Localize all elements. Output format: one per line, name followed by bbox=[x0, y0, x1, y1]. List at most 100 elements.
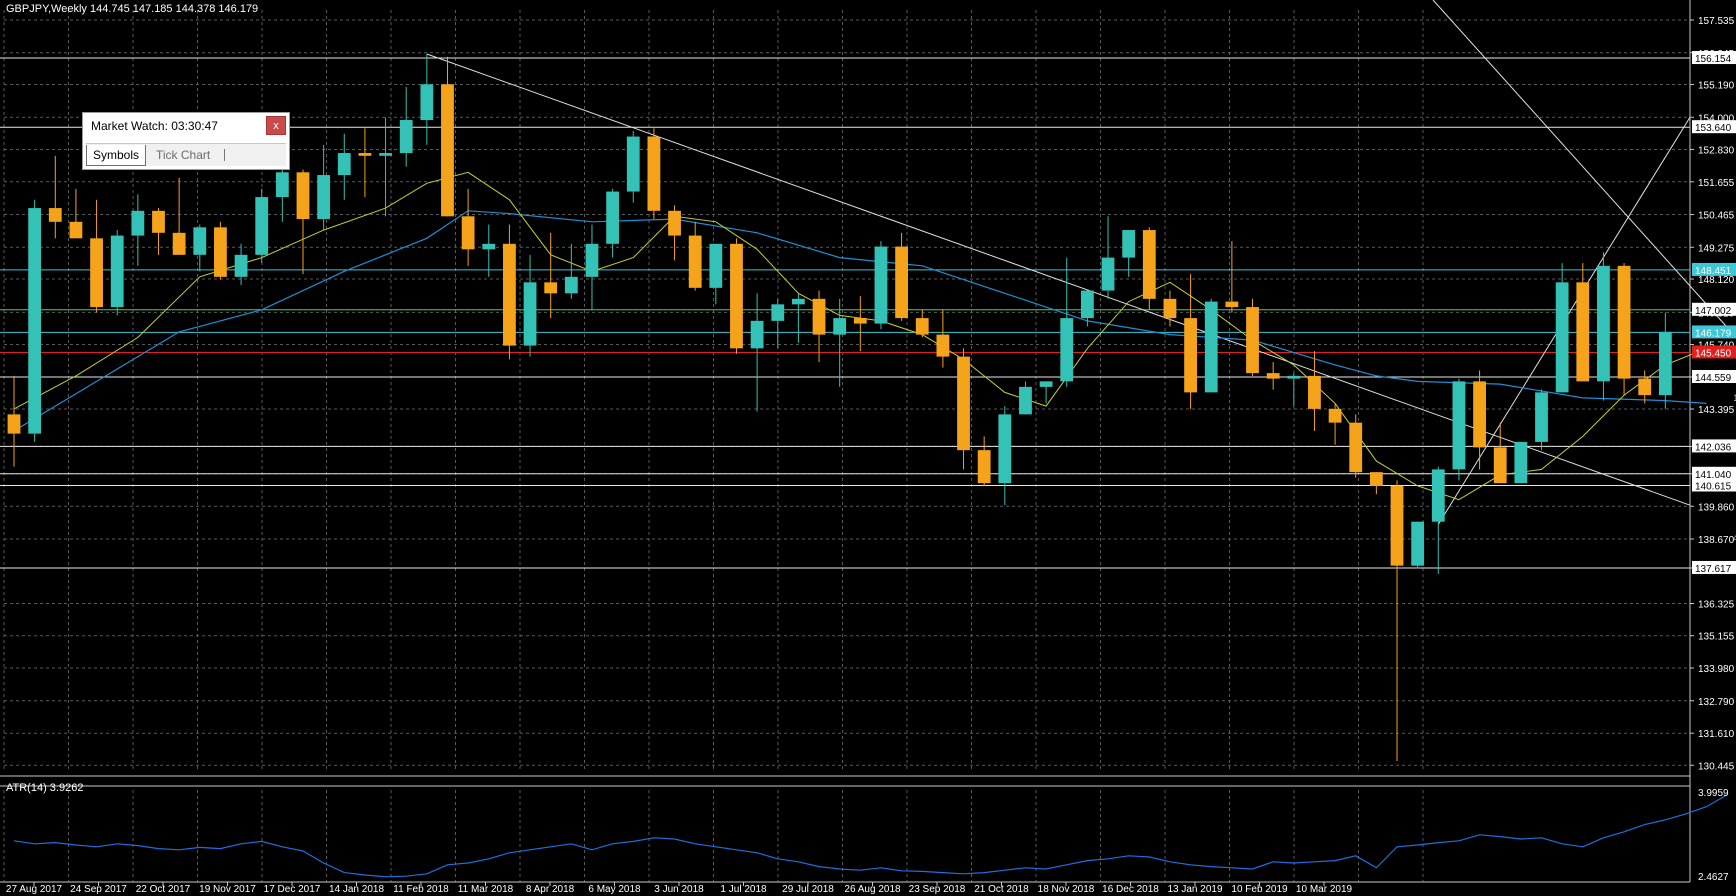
bull-candle bbox=[255, 197, 269, 255]
bull-candle bbox=[193, 227, 207, 255]
price-tick-label: 157.535 bbox=[1698, 16, 1735, 27]
bull-candle bbox=[131, 210, 145, 236]
bull-candle bbox=[564, 276, 578, 294]
time-label: 22 Oct 2017 bbox=[136, 884, 191, 895]
price-tick-label: 132.790 bbox=[1698, 697, 1735, 708]
bear-candle bbox=[647, 136, 661, 211]
bear-candle bbox=[214, 227, 227, 277]
fib-label: 161.8 bbox=[1733, 393, 1736, 403]
bull-candle bbox=[234, 254, 248, 277]
market-watch-window[interactable]: Market Watch: 03:30:47 x Symbols Tick Ch… bbox=[82, 112, 290, 170]
symbol-info: GBPJPY,Weekly 144.745 147.185 144.378 14… bbox=[6, 3, 259, 15]
bear-candle bbox=[688, 235, 702, 288]
market-watch-tabs: Symbols Tick Chart bbox=[86, 143, 286, 166]
time-label: 16 Dec 2018 bbox=[1102, 884, 1159, 895]
price-tag: 142.036 bbox=[1695, 442, 1732, 453]
tab-separator bbox=[224, 149, 225, 161]
price-tick-label: 130.445 bbox=[1698, 761, 1735, 772]
bull-candle bbox=[709, 243, 723, 288]
bear-candle bbox=[90, 238, 103, 308]
price-tag: 148.451 bbox=[1695, 266, 1732, 277]
atr-indicator: 3.9959 2.4627 bbox=[13, 788, 1729, 883]
price-tick-label: 135.155 bbox=[1698, 632, 1735, 643]
price-tag-bg bbox=[1692, 345, 1736, 359]
bull-candle bbox=[1555, 282, 1569, 393]
bear-candle bbox=[461, 216, 475, 250]
bull-candle bbox=[1080, 290, 1094, 319]
time-label: 27 Aug 2017 bbox=[6, 884, 63, 895]
bull-candle bbox=[1287, 375, 1301, 379]
bull-candle bbox=[482, 243, 496, 250]
price-tick-label: 151.655 bbox=[1698, 178, 1735, 189]
bear-candle bbox=[730, 243, 743, 349]
price-tick-label: 131.610 bbox=[1698, 729, 1735, 740]
bear-candle bbox=[1390, 485, 1404, 566]
price-tick-label: 149.275 bbox=[1698, 243, 1735, 254]
atr-scale-bottom: 2.4627 bbox=[1698, 872, 1729, 883]
price-tag: 144.559 bbox=[1695, 373, 1732, 384]
bull-candle bbox=[1411, 521, 1425, 566]
price-tick-label: 152.830 bbox=[1698, 145, 1735, 156]
price-tag-bg bbox=[1692, 51, 1736, 65]
bull-candle bbox=[585, 243, 599, 277]
bear-candle bbox=[7, 414, 21, 434]
price-tag: 141.040 bbox=[1695, 470, 1732, 481]
time-label: 29 Jul 2018 bbox=[782, 884, 834, 895]
price-tag-bg bbox=[1692, 120, 1736, 134]
price-tick-label: 139.860 bbox=[1698, 502, 1735, 513]
time-label: 1 Jul 2018 bbox=[720, 884, 767, 895]
time-label: 10 Feb 2019 bbox=[1231, 884, 1288, 895]
bull-candle bbox=[791, 298, 805, 305]
atr-line bbox=[13, 794, 1728, 878]
bull-candle bbox=[1019, 386, 1032, 415]
price-tick-label: 133.980 bbox=[1698, 664, 1735, 675]
time-label: 21 Oct 2018 bbox=[974, 884, 1029, 895]
time-label: 17 Dec 2017 bbox=[264, 884, 321, 895]
close-button[interactable]: x bbox=[266, 116, 286, 135]
bear-candle bbox=[296, 172, 310, 220]
bear-candle bbox=[895, 246, 909, 319]
atr-label: ATR(14) 3.9262 bbox=[6, 782, 84, 794]
bull-candle bbox=[420, 84, 434, 121]
bull-candle bbox=[1514, 441, 1528, 484]
bear-candle bbox=[48, 208, 62, 222]
time-label: 8 Apr 2018 bbox=[526, 884, 575, 895]
time-axis: 27 Aug 2017 24 Sep 2017 22 Oct 2017 19 Nov … bbox=[6, 882, 1353, 895]
bull-candle bbox=[317, 175, 331, 220]
price-axis: 157.535156.345155.190154.000152.830151.6… bbox=[1690, 16, 1736, 772]
price-tag: 147.002 bbox=[1695, 306, 1732, 317]
time-label: 13 Jan 2019 bbox=[1167, 884, 1222, 895]
price-tick-label: 138.670 bbox=[1698, 535, 1735, 546]
bull-candle bbox=[771, 304, 785, 321]
bull-candle bbox=[1204, 301, 1218, 393]
bear-candle bbox=[1638, 378, 1652, 396]
time-label: 11 Feb 2018 bbox=[393, 884, 449, 895]
price-tag: 140.615 bbox=[1695, 481, 1732, 492]
bear-candle bbox=[1328, 408, 1342, 423]
bear-candle bbox=[812, 298, 826, 335]
price-tag: 146.179 bbox=[1695, 328, 1732, 339]
bull-candle bbox=[998, 414, 1012, 484]
bear-candle bbox=[1576, 282, 1590, 382]
trend-lines bbox=[426, 0, 1732, 525]
bear-candle bbox=[1349, 422, 1363, 473]
market-watch-title: Market Watch: 03:30:47 bbox=[91, 119, 218, 133]
price-tag-bg bbox=[1692, 466, 1736, 480]
tab-symbols[interactable]: Symbols bbox=[86, 145, 147, 166]
time-label: 18 Nov 2018 bbox=[1038, 884, 1095, 895]
tab-tick-chart[interactable]: Tick Chart bbox=[156, 148, 211, 162]
time-label: 24 Sep 2017 bbox=[70, 884, 127, 895]
time-label: 26 Aug 2018 bbox=[844, 884, 901, 895]
bull-candle bbox=[28, 208, 42, 434]
price-tag-bg bbox=[1692, 369, 1736, 383]
bear-candle bbox=[1225, 301, 1239, 308]
bear-candle bbox=[957, 356, 970, 451]
bull-candle bbox=[750, 320, 764, 349]
bull-candle bbox=[275, 172, 289, 198]
bear-candle bbox=[172, 232, 186, 255]
bear-candle bbox=[915, 318, 929, 335]
price-tag-bg bbox=[1692, 302, 1736, 316]
price-tag: 153.640 bbox=[1695, 123, 1732, 134]
bull-candle bbox=[1431, 469, 1445, 522]
